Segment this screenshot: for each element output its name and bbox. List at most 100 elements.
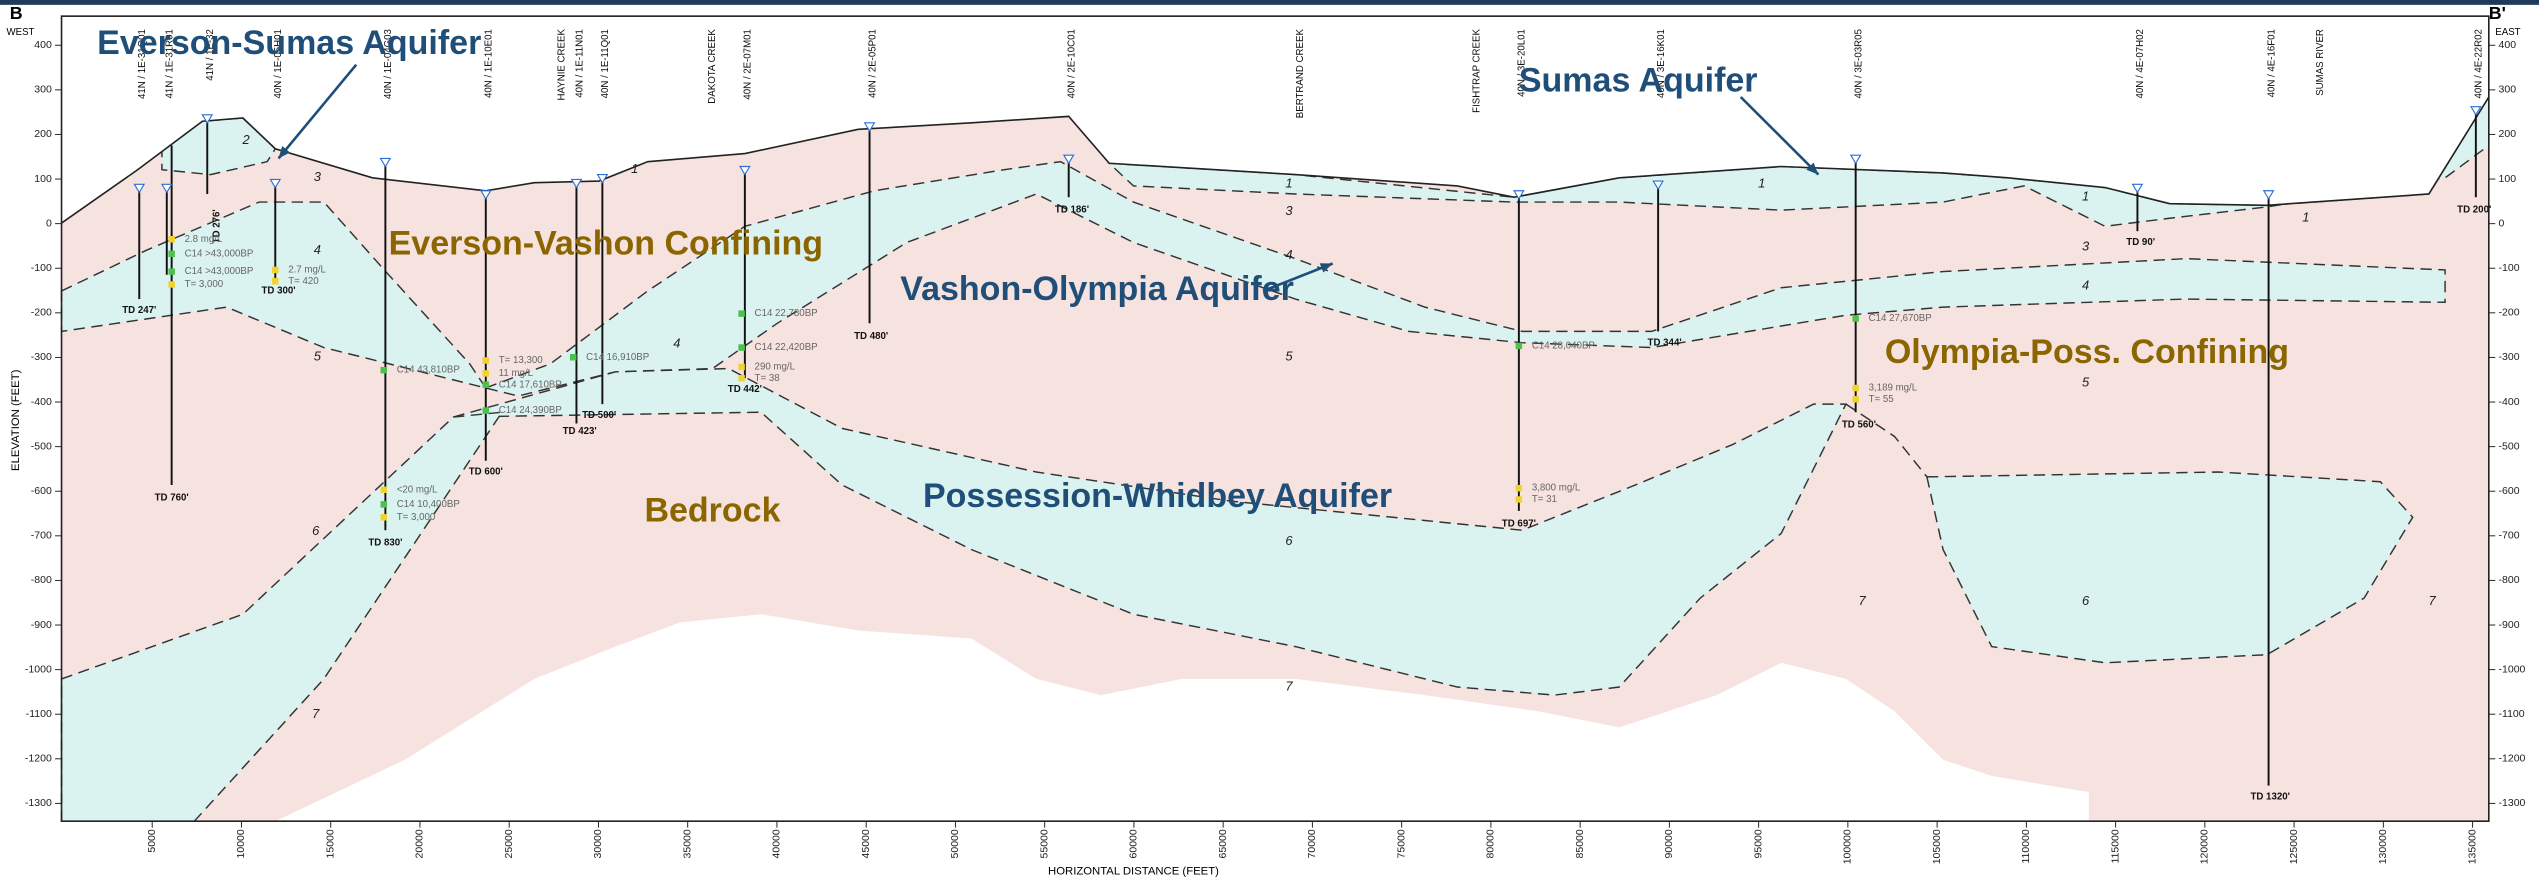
sample-marker (168, 268, 174, 274)
y-tick-label: -1100 (26, 708, 52, 720)
x-tick-label: 125000 (2288, 829, 2300, 864)
layer-number: 4 (1285, 247, 1292, 262)
total-depth: TD 344' (1648, 337, 1682, 348)
y-tick-label: -700 (31, 530, 52, 542)
sample-result: <20 mg/L (397, 484, 438, 495)
section-start: B (10, 3, 23, 23)
y-tick-label: -300 (31, 351, 52, 363)
sample-result: 2.7 mg/L (288, 265, 326, 276)
sample-marker (381, 367, 387, 373)
total-depth: TD 90' (2126, 237, 2155, 248)
y-tick-label-right: -900 (2499, 619, 2520, 631)
sample-marker (483, 357, 489, 363)
total-depth: TD 760' (155, 492, 189, 503)
sample-result: 3,189 mg/L (1869, 383, 1918, 394)
y-tick-label: -200 (31, 307, 52, 319)
layer-number: 3 (1285, 203, 1293, 218)
sample-marker (570, 354, 576, 360)
sample-result: T= 3,000 (397, 512, 436, 523)
sample-marker (381, 514, 387, 520)
sample-result: T= 420 (288, 276, 319, 287)
well-name: 40N / 1E-11Q01 (600, 29, 611, 98)
total-depth: TD 1320' (2250, 792, 2290, 803)
layer-number: 4 (2082, 278, 2089, 293)
stream-name: HAYNIE CREEK (556, 29, 567, 101)
y-axis-title: ELEVATION (FEET) (10, 369, 22, 471)
y-tick-label-right: 400 (2499, 39, 2517, 51)
y-tick-label-right: -400 (2499, 396, 2520, 408)
layer-number: 1 (1758, 176, 1765, 191)
layer-number: 3 (2082, 239, 2090, 254)
well-name: 40N / 4E-22R02 (2474, 29, 2485, 98)
y-tick-label-right: 200 (2499, 128, 2517, 140)
sample-result: C14 10,400BP (397, 499, 460, 510)
stream-name: FISHTRAP CREEK (1471, 29, 1482, 113)
sample-result: T= 55 (1869, 394, 1894, 405)
total-depth: TD 480' (854, 331, 888, 342)
east-label: EAST (2495, 27, 2520, 38)
well-name: 40N / 1E-11N01 (574, 29, 585, 98)
sample-result: C14 >43,000BP (185, 266, 254, 277)
y-tick-label: -1200 (25, 753, 52, 765)
top-bar (0, 0, 2539, 5)
layer-number: 7 (1859, 593, 1867, 608)
well-name: 40N / 3E-03R05 (1853, 29, 1864, 98)
sample-marker (738, 375, 744, 381)
y-tick-label-right: -500 (2499, 440, 2520, 452)
stream-name: SUMAS RIVER (2315, 29, 2326, 96)
sample-marker (272, 278, 278, 284)
sample-result: C14 22,420BP (755, 342, 818, 353)
unit-label: Sumas Aquifer (1519, 61, 1758, 99)
x-tick-label: 70000 (1306, 829, 1318, 858)
unit-label: Bedrock (644, 491, 780, 529)
total-depth: TD 830' (368, 538, 402, 549)
sample-result: C14 43,810BP (397, 365, 460, 376)
sample-marker (738, 364, 744, 370)
sample-result: C14 16,910BP (586, 352, 649, 363)
sample-result: 3,800 mg/L (1532, 483, 1581, 494)
y-tick-label: -900 (31, 619, 52, 631)
sample-result: T= 38 (755, 373, 780, 384)
y-tick-label: -100 (31, 262, 52, 274)
total-depth: TD 423' (563, 426, 597, 437)
y-tick-label-right: 100 (2499, 173, 2517, 185)
x-tick-label: 55000 (1038, 829, 1050, 858)
x-tick-label: 75000 (1395, 829, 1407, 858)
y-tick-label-right: -300 (2499, 351, 2520, 363)
well-name: 40N / 2E-10C01 (1067, 29, 1078, 98)
sample-marker (1516, 343, 1522, 349)
total-depth: TD 442' (728, 384, 762, 395)
sample-marker (483, 407, 489, 413)
sample-result: C14 27,670BP (1869, 313, 1932, 324)
unit-label: Everson-Sumas Aquifer (97, 24, 481, 62)
layer-number: 6 (1285, 533, 1293, 548)
y-tick-label: 0 (46, 217, 52, 229)
x-axis-title: HORIZONTAL DISTANCE (FEET) (1048, 865, 1219, 877)
y-tick-label-right: -1200 (2499, 753, 2526, 765)
stream-name: DAKOTA CREEK (707, 29, 718, 104)
layer-number: 7 (312, 706, 320, 721)
x-tick-label: 45000 (860, 829, 872, 858)
sample-result: T= 3,000 (185, 279, 224, 290)
stream-name: BERTRAND CREEK (1295, 29, 1306, 119)
x-tick-label: 130000 (2377, 829, 2389, 864)
page: {"header":{"left_letter":"B","left_dir":… (0, 0, 2539, 881)
y-tick-label-right: -800 (2499, 574, 2520, 586)
sample-marker (738, 344, 744, 350)
sample-result: C14 22,780BP (755, 308, 818, 319)
total-depth: TD 600' (469, 467, 503, 478)
y-tick-label: -1300 (25, 797, 52, 809)
sample-marker (272, 267, 278, 273)
y-tick-label: -600 (31, 485, 52, 497)
sample-result: C14 17,610BP (499, 379, 562, 390)
x-tick-label: 115000 (2109, 829, 2121, 863)
sample-result: 11 mg/L (499, 368, 534, 379)
layer-number: 7 (2429, 593, 2437, 608)
x-tick-label: 50000 (949, 829, 961, 858)
layer-number: 1 (631, 161, 638, 176)
sample-marker (1516, 496, 1522, 502)
well-name: 40N / 4E-16F01 (2266, 29, 2277, 97)
sample-result: 290 mg/L (755, 362, 796, 373)
layer-number: 5 (314, 349, 322, 364)
layer-number: 1 (1285, 176, 1292, 191)
